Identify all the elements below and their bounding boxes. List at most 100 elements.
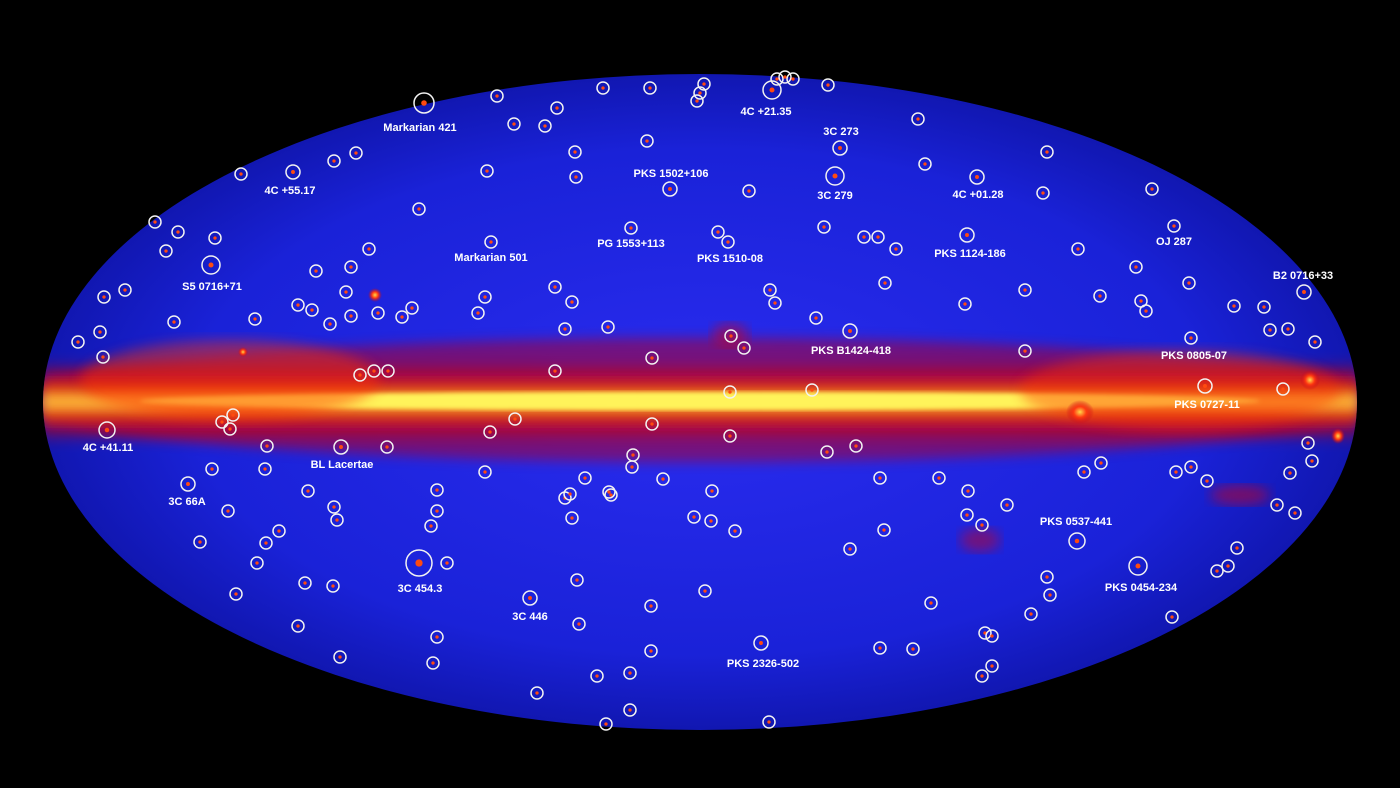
source-marker-bl-lacertae-core	[339, 445, 343, 449]
source-marker-core	[123, 288, 127, 292]
source-marker	[1281, 322, 1295, 336]
source-label-4c-21-35: 4C +21.35	[740, 106, 791, 118]
source-marker	[1276, 382, 1290, 396]
source-marker	[1270, 498, 1284, 512]
source-marker	[590, 669, 604, 683]
source-marker	[226, 408, 240, 422]
source-marker	[71, 335, 85, 349]
source-marker-core	[783, 75, 787, 79]
source-marker	[871, 230, 885, 244]
source-marker-core	[296, 624, 300, 628]
source-marker-core	[314, 269, 318, 273]
source-marker	[349, 146, 363, 160]
source-marker-s5-0716-71	[201, 255, 221, 275]
source-markers	[71, 70, 1322, 731]
source-marker	[985, 629, 999, 643]
source-marker-core	[264, 541, 268, 545]
source-marker-core	[367, 247, 371, 251]
source-marker	[604, 488, 618, 502]
source-marker-core	[483, 295, 487, 299]
source-marker	[248, 312, 262, 326]
source-marker-pg-1553-113	[624, 221, 638, 235]
source-marker-core	[303, 581, 307, 585]
source-marker-3c-446	[522, 590, 538, 606]
source-marker-core	[306, 489, 310, 493]
source-marker	[878, 276, 892, 290]
source-marker-3c-273-core	[838, 146, 842, 150]
source-label-4c-41-11: 4C +41.11	[83, 442, 133, 454]
source-marker-core	[661, 477, 665, 481]
source-marker-core	[255, 561, 259, 565]
source-marker	[330, 513, 344, 527]
source-marker-core	[775, 77, 779, 81]
source-label-3c-66a: 3C 66A	[168, 496, 205, 508]
source-marker-core	[253, 317, 257, 321]
source-marker	[697, 77, 711, 91]
source-marker-core	[102, 295, 106, 299]
source-marker	[490, 89, 504, 103]
source-marker-pks-1502-106-core	[668, 187, 672, 191]
source-marker-core	[916, 117, 920, 121]
source-marker	[1077, 465, 1091, 479]
source-label-b2-0716-33: B2 0716+33	[1273, 270, 1333, 282]
source-marker	[924, 596, 938, 610]
source-marker	[1257, 300, 1271, 314]
source-marker	[371, 306, 385, 320]
source-marker-core	[198, 540, 202, 544]
source-marker-core	[1268, 328, 1272, 332]
source-marker-markarian-501-core	[489, 240, 493, 244]
source-marker-core	[98, 330, 102, 334]
source-marker	[1301, 436, 1315, 450]
source-marker	[644, 644, 658, 658]
source-marker	[530, 686, 544, 700]
source-marker-core	[400, 315, 404, 319]
source-marker-core	[628, 671, 632, 675]
source-marker-core	[332, 159, 336, 163]
source-marker	[430, 504, 444, 518]
source-marker	[1018, 344, 1032, 358]
source-marker-core	[692, 515, 696, 519]
source-marker	[424, 519, 438, 533]
source-marker	[367, 364, 381, 378]
source-marker-core	[1076, 247, 1080, 251]
source-label-3c-279: 3C 279	[817, 190, 852, 202]
source-marker-core	[577, 622, 581, 626]
source-marker	[693, 86, 707, 100]
source-marker	[326, 579, 340, 593]
source-marker	[327, 500, 341, 514]
source-labels: Markarian 421 4C +21.35 3C 273 PKS 1502+106…	[83, 106, 1333, 670]
source-marker-core	[645, 139, 649, 143]
source-marker-core	[980, 523, 984, 527]
source-marker-oj-287	[1167, 219, 1181, 233]
galactic-plane	[43, 288, 1357, 552]
source-marker-pks-0454-234-core	[1135, 563, 1141, 569]
source-marker-core	[485, 169, 489, 173]
source-marker	[601, 320, 615, 334]
source-marker-core	[555, 106, 559, 110]
source-marker-core	[733, 529, 737, 533]
source-marker	[171, 225, 185, 239]
source-marker	[1036, 186, 1050, 200]
source-marker-core	[848, 547, 852, 551]
source-marker-core	[76, 340, 80, 344]
source-marker-core	[344, 290, 348, 294]
source-marker-core	[609, 493, 613, 497]
source-marker-core	[1144, 309, 1148, 313]
source-marker-core	[570, 300, 574, 304]
source-marker	[565, 295, 579, 309]
source-marker-core	[563, 327, 567, 331]
source-label-pks-2326-502: PKS 2326-502	[727, 658, 799, 670]
source-label-3c-273: 3C 273	[823, 126, 858, 138]
source-marker	[596, 81, 610, 95]
source-marker-core	[703, 589, 707, 593]
source-marker	[405, 301, 419, 315]
source-label-pks-1124-186: PKS 1124-186	[934, 248, 1006, 260]
source-marker	[558, 322, 572, 336]
source-marker	[687, 510, 701, 524]
source-marker-core	[1174, 470, 1178, 474]
source-marker-core	[1045, 150, 1049, 154]
source-marker	[1040, 570, 1054, 584]
source-marker-core	[553, 285, 557, 289]
source-marker	[958, 297, 972, 311]
source-marker-pks-1502-106	[662, 181, 678, 197]
